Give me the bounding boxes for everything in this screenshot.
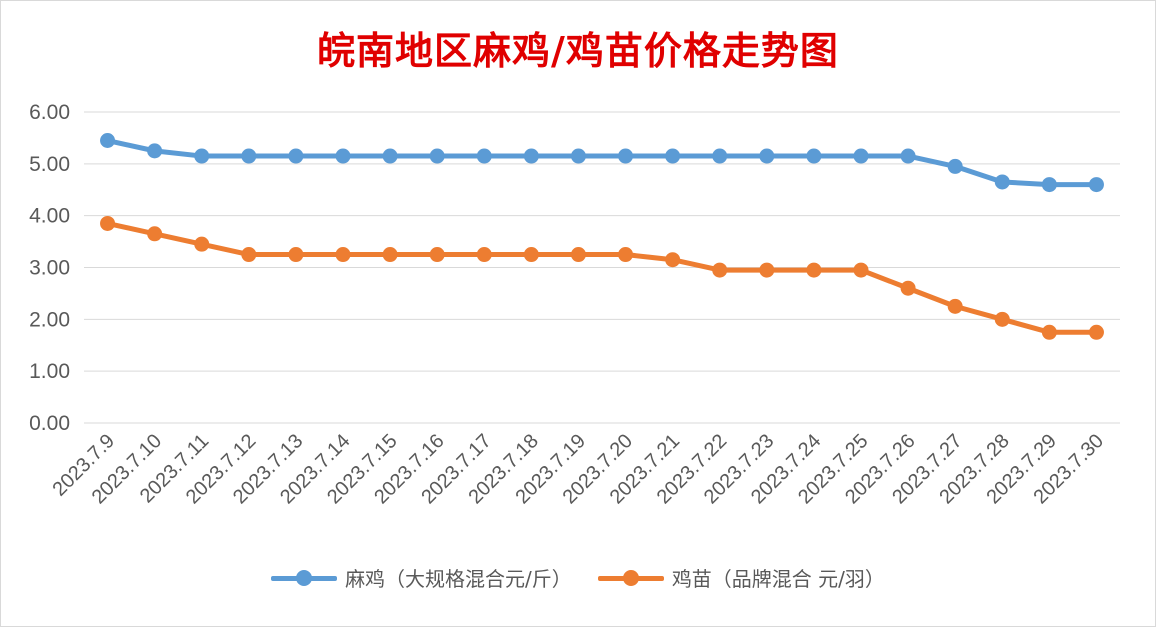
- data-point: [994, 311, 1010, 327]
- data-point: [570, 148, 586, 164]
- data-point: [147, 143, 163, 159]
- data-point: [1041, 324, 1057, 340]
- x-tick-labels: 2023.7.92023.7.102023.7.112023.7.122023.…: [48, 430, 1108, 508]
- y-tick-label: 0.00: [29, 412, 70, 435]
- series-line-2: [105, 220, 1099, 335]
- data-point: [476, 148, 492, 164]
- legend-marker-series-2-icon: [597, 569, 664, 586]
- legend-marker-series-1-icon: [271, 569, 338, 586]
- data-point: [947, 298, 963, 314]
- data-point: [1088, 324, 1104, 340]
- legend-item-series-2: 鸡苗（品牌混合 元/羽）: [597, 563, 885, 592]
- series-group: [100, 133, 1104, 340]
- data-point: [712, 148, 728, 164]
- legend-label-series-1: 麻鸡（大规格混合元/斤）: [345, 567, 572, 591]
- data-point: [476, 247, 492, 263]
- data-point: [947, 158, 963, 174]
- data-point: [194, 236, 210, 252]
- data-point: [523, 247, 539, 263]
- gridlines: [84, 111, 1120, 424]
- data-point: [335, 247, 351, 263]
- y-tick-label: 4.00: [29, 205, 70, 228]
- y-tick-label: 5.00: [29, 153, 70, 176]
- y-tick-label: 1.00: [29, 360, 70, 383]
- data-point: [900, 280, 916, 296]
- y-tick-label: 2.00: [29, 308, 70, 331]
- data-point: [1041, 177, 1057, 193]
- y-tick-label: 6.00: [29, 101, 70, 124]
- data-point: [429, 148, 445, 164]
- data-point: [806, 148, 822, 164]
- data-point: [523, 148, 539, 164]
- data-point: [241, 148, 257, 164]
- data-point: [665, 252, 681, 268]
- data-point: [382, 247, 398, 263]
- data-point: [288, 148, 304, 164]
- data-point: [570, 247, 586, 263]
- data-point: [194, 148, 210, 164]
- data-point: [712, 262, 728, 278]
- data-point: [853, 262, 869, 278]
- legend-item-series-1: 麻鸡（大规格混合元/斤）: [271, 563, 572, 592]
- y-tick-labels: 0.00 1.00 2.00 3.00 4.00 5.00 6.00: [29, 101, 70, 435]
- data-point: [241, 247, 257, 263]
- data-point: [100, 215, 116, 231]
- legend: 麻鸡（大规格混合元/斤） 鸡苗（品牌混合 元/羽）: [0, 563, 1156, 592]
- data-point: [429, 247, 445, 263]
- data-point: [806, 262, 822, 278]
- data-point: [665, 148, 681, 164]
- data-point: [759, 148, 775, 164]
- data-point: [853, 148, 869, 164]
- data-point: [382, 148, 398, 164]
- chart-title: 皖南地区麻鸡/鸡苗价格走势图: [317, 28, 839, 73]
- data-point: [100, 133, 116, 149]
- data-point: [994, 174, 1010, 190]
- data-point: [618, 247, 634, 263]
- data-point: [1088, 177, 1104, 193]
- data-point: [759, 262, 775, 278]
- data-point: [147, 226, 163, 242]
- data-point: [900, 148, 916, 164]
- data-point: [618, 148, 634, 164]
- data-point: [335, 148, 351, 164]
- series-line-1: [105, 138, 1099, 188]
- legend-label-series-2: 鸡苗（品牌混合 元/羽）: [671, 567, 885, 591]
- data-point: [288, 247, 304, 263]
- y-tick-label: 3.00: [29, 257, 70, 280]
